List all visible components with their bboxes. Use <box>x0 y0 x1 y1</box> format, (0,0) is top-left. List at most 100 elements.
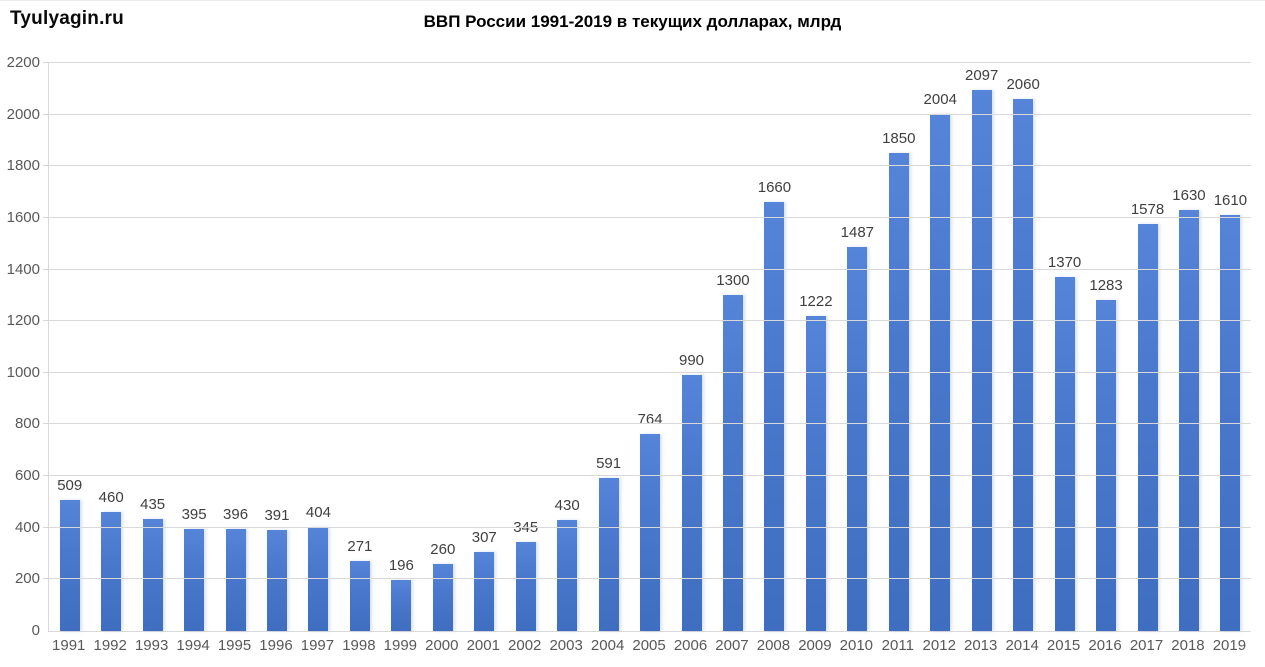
bar-value-label: 764 <box>637 410 663 428</box>
bar-value-label: 460 <box>98 489 124 507</box>
bar <box>59 499 80 631</box>
y-tick-mark <box>43 216 49 218</box>
bar <box>266 530 287 631</box>
y-tick-label: 1600 <box>6 208 40 226</box>
gridline <box>49 268 1251 270</box>
y-tick-mark <box>43 423 49 425</box>
x-tick-label: 2012 <box>922 637 956 654</box>
watermark: Tyulyagin.ru <box>10 8 124 29</box>
bar-group: 1487 <box>837 63 878 631</box>
bar-group: 404 <box>298 63 339 631</box>
bar <box>225 528 246 631</box>
bar-group: 764 <box>629 63 670 631</box>
bar <box>805 315 826 631</box>
bar <box>142 518 163 631</box>
y-tick-label: 1800 <box>6 157 40 175</box>
bar-value-label: 307 <box>471 528 497 546</box>
bar <box>1096 299 1117 631</box>
bar <box>764 202 785 631</box>
bar <box>598 478 619 631</box>
bar-group: 391 <box>256 63 297 631</box>
bar <box>474 551 495 631</box>
bar-group: 260 <box>422 63 463 631</box>
x-tick-label: 2009 <box>798 637 832 654</box>
bar-value-label: 990 <box>679 352 705 370</box>
bar <box>349 561 370 631</box>
x-tick-label: 2014 <box>1005 637 1039 654</box>
bar <box>557 519 578 631</box>
x-tick-label: 2005 <box>632 637 666 654</box>
bar <box>971 89 992 631</box>
x-tick-label: 2011 <box>881 637 914 654</box>
y-tick-label: 400 <box>14 518 40 536</box>
y-tick-mark <box>43 268 49 270</box>
x-axis-labels: 1991 1992 1993 1994 1995 1996 1997 1998 1999 2000… <box>48 637 1250 654</box>
y-tick-label: 1400 <box>6 260 40 278</box>
x-tick-label: 2003 <box>549 637 583 654</box>
x-tick-label: 2006 <box>673 637 708 654</box>
y-tick-label: 200 <box>14 570 40 588</box>
y-tick-label: 2200 <box>6 54 40 71</box>
bar-group: 271 <box>339 63 380 631</box>
y-tick-mark <box>43 475 49 477</box>
bar-group: 307 <box>464 63 505 631</box>
bar-value-label: 1370 <box>1047 254 1082 272</box>
bar-group: 990 <box>671 63 712 631</box>
bar-value-label: 1487 <box>840 224 875 242</box>
y-tick-label: 1200 <box>6 312 40 330</box>
bar-value-label: 1660 <box>757 179 792 197</box>
bar-value-label: 1300 <box>716 272 750 290</box>
y-tick-mark <box>43 113 49 115</box>
bars-layer: 509 460 435 395 396 391 404 271 196 260 307 345 430 5… <box>49 63 1251 631</box>
bar-group: 430 <box>546 63 587 631</box>
x-tick-label: 1998 <box>342 637 376 654</box>
bar-group: 196 <box>381 63 422 631</box>
bar <box>722 295 743 631</box>
y-tick-mark <box>43 320 49 322</box>
y-tick-mark <box>43 526 49 528</box>
x-tick-label: 2007 <box>715 637 749 654</box>
bar-group: 2060 <box>1002 63 1043 631</box>
bar <box>1054 277 1075 631</box>
gridline <box>49 475 1251 477</box>
bar-value-label: 391 <box>264 507 290 525</box>
y-tick-label: 1000 <box>6 363 40 381</box>
bar-value-label: 260 <box>430 540 456 558</box>
gridline <box>49 371 1251 373</box>
gridline <box>49 526 1251 528</box>
y-tick-label: 0 <box>31 622 40 639</box>
x-tick-label: 2016 <box>1088 637 1122 654</box>
x-tick-label: 1999 <box>383 637 418 654</box>
x-tick-label: 2017 <box>1129 637 1164 654</box>
gridline <box>49 320 1251 322</box>
x-tick-label: 1992 <box>93 637 127 654</box>
gridline <box>49 165 1251 167</box>
bar <box>681 375 702 631</box>
bar-group: 1300 <box>712 63 753 631</box>
y-tick-label: 600 <box>14 467 40 485</box>
gridline <box>49 216 1251 218</box>
bar-group: 591 <box>588 63 629 631</box>
x-tick-label: 2001 <box>466 637 500 654</box>
y-tick-label: 800 <box>14 415 40 433</box>
gridline <box>49 62 1251 63</box>
bar-group: 460 <box>90 63 131 631</box>
bar-group: 1850 <box>878 63 919 631</box>
bar-value-label: 271 <box>347 538 373 556</box>
bar-group: 1283 <box>1085 63 1126 631</box>
x-tick-label: 1994 <box>176 637 210 654</box>
bar-value-label: 2060 <box>1006 76 1040 94</box>
bar-value-label: 2004 <box>923 90 957 108</box>
bar-group: 396 <box>215 63 256 631</box>
bar-group: 1578 <box>1127 63 1168 631</box>
x-tick-label: 2015 <box>1046 637 1081 654</box>
x-tick-label: 1996 <box>259 637 293 654</box>
x-tick-label: 2008 <box>756 637 791 654</box>
bar-value-label: 1630 <box>1172 187 1206 205</box>
bar <box>184 529 205 631</box>
bar <box>1137 223 1158 631</box>
x-tick-label: 1995 <box>217 637 252 654</box>
bar-group: 1370 <box>1044 63 1085 631</box>
bar-value-label: 395 <box>181 506 207 524</box>
